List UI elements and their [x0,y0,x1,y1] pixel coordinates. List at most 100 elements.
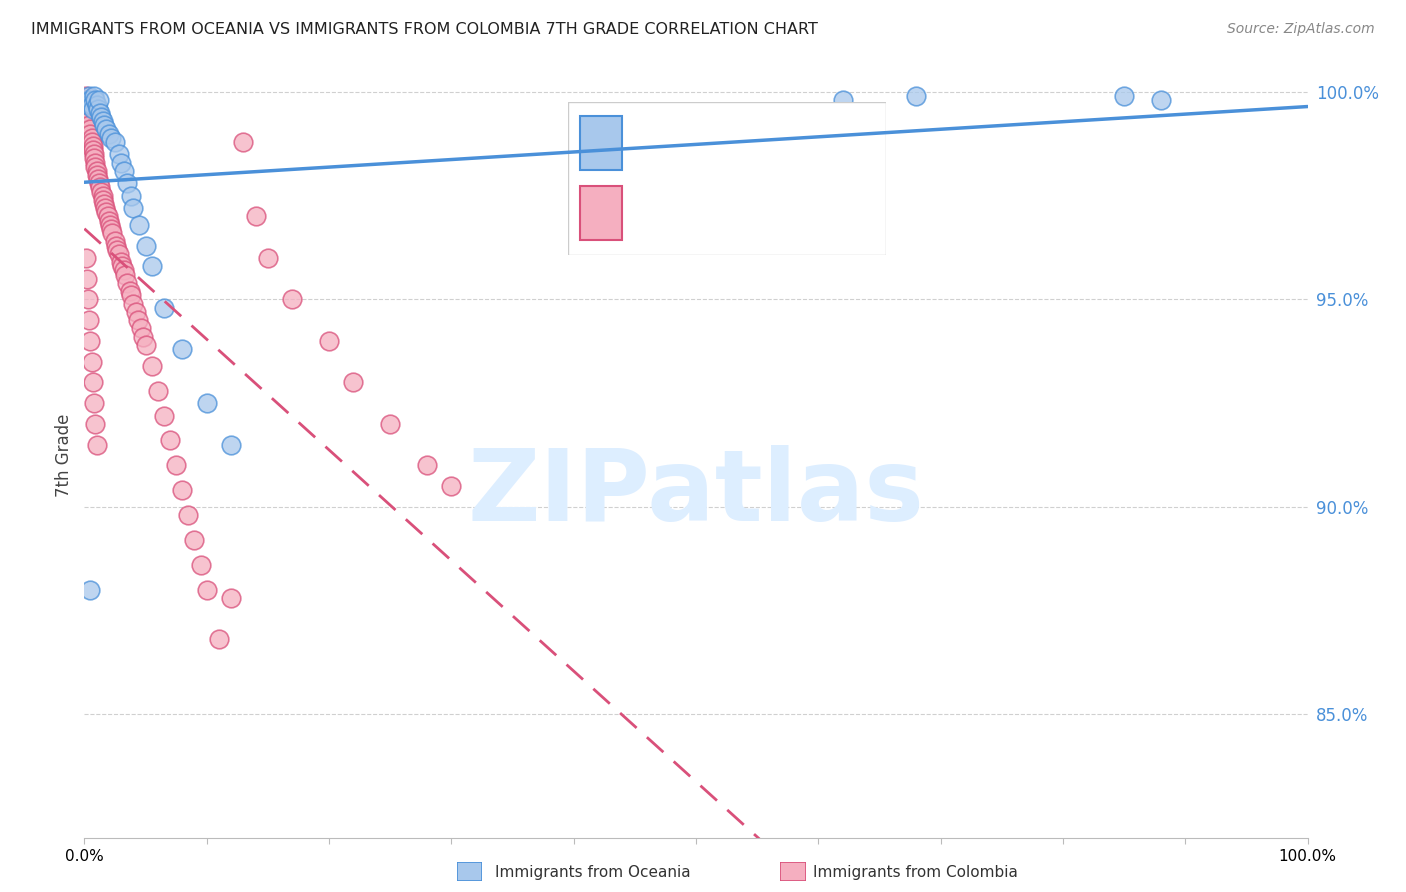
Point [77,118,100,132]
Point [112,263,135,277]
Point [105,238,128,252]
Point [76,97,98,112]
Point [100,222,122,236]
Point [91,114,114,128]
Point [111,259,134,273]
Point [75,94,97,108]
Point [129,321,152,335]
Point [245,210,267,224]
Point [86,437,108,451]
Point [83,152,105,166]
Point [342,376,364,390]
Point [77,89,100,103]
Y-axis label: 7th Grade: 7th Grade [55,413,73,497]
Point [159,434,181,448]
Point [112,164,135,178]
Point [86,168,108,182]
Point [75,251,97,265]
Point [86,164,108,178]
Point [89,105,111,120]
Text: Source: ZipAtlas.com: Source: ZipAtlas.com [1227,22,1375,37]
Point [165,458,187,473]
Point [122,201,145,215]
Point [77,105,100,120]
Point [96,205,118,219]
Point [110,155,132,169]
Point [76,94,98,108]
Point [77,293,100,307]
Point [84,160,107,174]
Point [120,188,142,202]
Point [153,301,176,315]
Point [831,94,853,108]
Point [141,359,163,373]
Point [190,558,212,572]
Point [107,247,129,261]
Point [416,458,439,473]
Point [127,313,149,327]
Point [107,147,129,161]
Point [79,94,101,108]
Point [83,147,105,161]
Point [125,305,148,319]
Point [97,213,120,227]
Text: Immigrants from Oceania: Immigrants from Oceania [495,865,690,880]
Point [84,155,107,169]
Point [141,259,163,273]
Point [80,354,103,368]
Point [80,135,103,149]
Point [79,334,101,348]
Point [100,130,122,145]
Point [1114,89,1136,103]
Point [87,172,110,186]
Point [79,122,101,136]
Point [87,177,110,191]
Point [76,271,98,285]
Point [91,188,114,202]
Point [219,437,242,451]
Point [257,251,280,265]
Point [232,135,254,149]
Point [177,508,200,522]
Point [318,334,340,348]
Point [97,210,120,224]
Point [93,197,115,211]
Point [84,417,107,431]
Point [208,632,231,647]
Point [97,127,120,141]
Point [115,276,138,290]
Text: Immigrants from Colombia: Immigrants from Colombia [813,865,1018,880]
FancyBboxPatch shape [780,862,806,881]
Point [146,384,169,398]
Point [440,479,463,493]
Point [94,201,117,215]
Point [104,135,127,149]
Point [77,97,100,112]
Point [135,238,157,252]
Point [153,409,176,423]
Point [75,89,97,103]
Point [77,110,100,124]
Point [84,94,107,108]
Point [87,94,110,108]
Point [91,193,114,207]
Point [115,177,138,191]
Point [122,296,145,310]
Point [114,268,136,282]
Point [183,533,205,547]
Point [172,483,194,498]
Point [281,293,304,307]
Point [132,330,155,344]
Point [86,97,108,112]
Text: ZIPatlas: ZIPatlas [468,445,924,541]
Point [135,338,157,352]
Point [96,122,118,136]
Point [110,255,132,269]
Point [80,97,103,112]
Point [120,288,142,302]
Text: IMMIGRANTS FROM OCEANIA VS IMMIGRANTS FROM COLOMBIA 7TH GRADE CORRELATION CHART: IMMIGRANTS FROM OCEANIA VS IMMIGRANTS FR… [31,22,818,37]
Point [380,417,402,431]
Point [90,110,112,124]
Point [76,102,98,116]
Point [90,185,112,199]
